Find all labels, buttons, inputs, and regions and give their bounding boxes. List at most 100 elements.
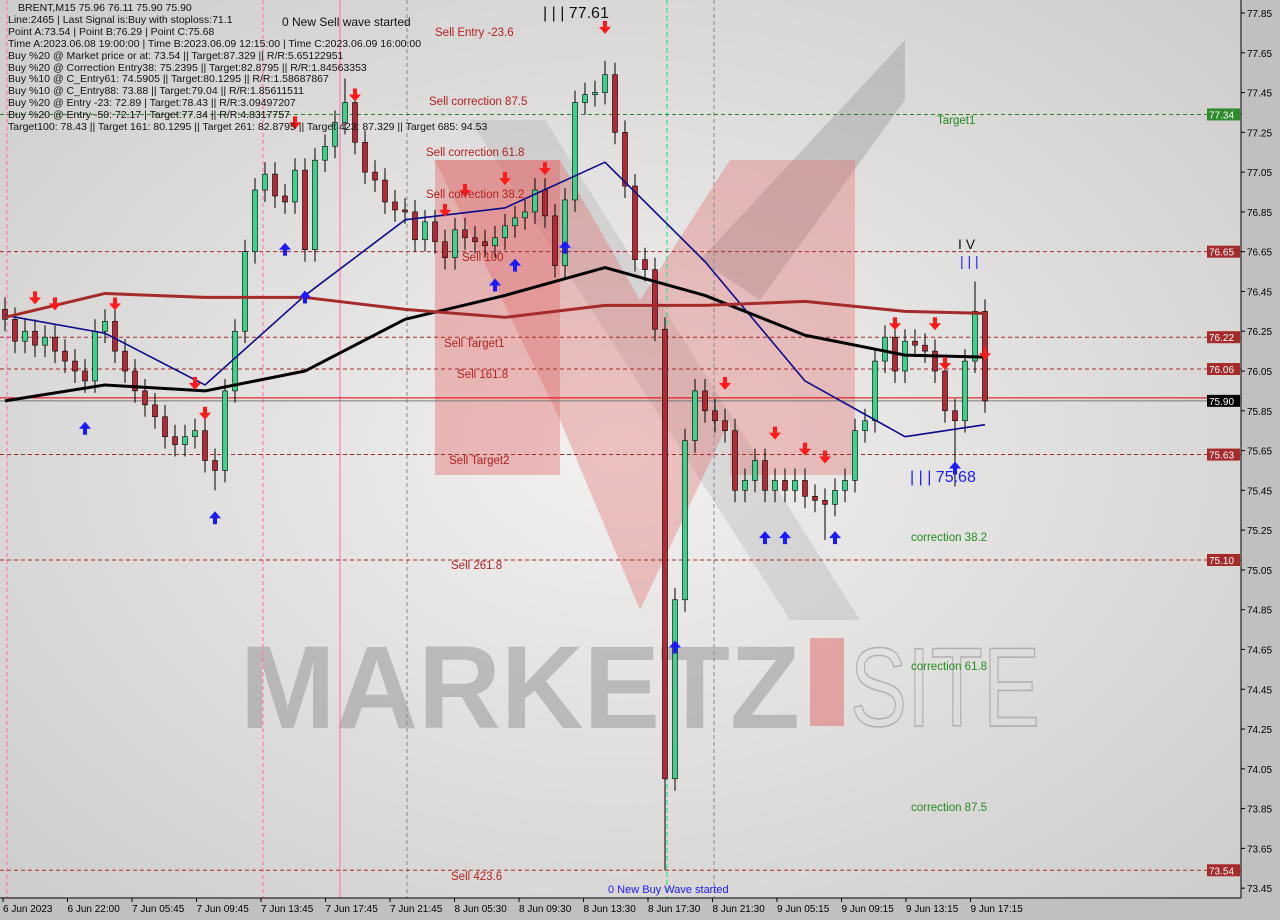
candle — [212, 448, 218, 491]
candle — [632, 174, 638, 272]
candle — [642, 247, 648, 282]
sell-arrow-icon — [459, 183, 471, 197]
candle-body — [452, 229, 458, 258]
sell-arrow-icon — [799, 442, 811, 456]
sell-4236-label: Sell 423.6 — [451, 871, 503, 883]
candle-body — [182, 436, 188, 445]
candle — [762, 448, 768, 503]
sell-correction-382-label: Sell correction 38.2 — [426, 189, 525, 201]
candle — [692, 378, 698, 453]
candle-body — [252, 189, 258, 252]
candle — [242, 239, 248, 344]
candle-body — [512, 217, 518, 227]
candle — [232, 319, 238, 403]
candle — [622, 120, 628, 198]
price-tick-label: 75.65 — [1247, 447, 1272, 458]
sell-100-label: Sell 100 — [462, 252, 504, 264]
price-tick-label: 73.45 — [1247, 884, 1272, 895]
info-line: Target100: 78.43 || Target 161: 80.1295 … — [8, 121, 488, 134]
candle-body — [292, 169, 298, 203]
candle — [682, 428, 688, 612]
buy-arrow-icon — [779, 531, 791, 545]
candle-body — [562, 199, 568, 266]
candle-body — [812, 496, 818, 501]
sell-arrow-icon — [349, 88, 361, 102]
time-tick-label: 7 Jun 21:45 — [390, 904, 443, 915]
current-price-tag — [1207, 394, 1240, 407]
level-price-tag-text: 76.06 — [1209, 365, 1234, 376]
candle-body — [242, 251, 248, 332]
info-line: Line:2465 | Last Signal is:Buy with stop… — [8, 13, 233, 26]
sell-arrow-icon — [49, 297, 61, 311]
candle — [792, 468, 798, 503]
sell-arrow-icon — [439, 203, 451, 217]
candle — [382, 168, 388, 214]
candle-body — [152, 404, 158, 418]
candle-body — [212, 460, 218, 471]
sell-arrow-icon — [29, 291, 41, 305]
candle — [712, 398, 718, 433]
candle-body — [432, 221, 438, 243]
candle-body — [442, 241, 448, 258]
candle-body — [472, 237, 478, 243]
candle — [772, 468, 778, 503]
price-tick-label: 76.25 — [1247, 327, 1272, 338]
candle-body — [502, 225, 508, 239]
candle-body — [392, 201, 398, 211]
candle — [192, 418, 198, 449]
candle — [522, 199, 528, 230]
candle-body — [852, 430, 858, 481]
sell-arrow-icon — [289, 116, 301, 130]
candle-body — [752, 460, 758, 481]
candle-body — [2, 309, 8, 320]
sell-wave-label: 0 New Sell wave started — [282, 15, 411, 29]
sell-target1-label: Sell Target1 — [444, 338, 505, 350]
price-tick-label: 77.05 — [1247, 168, 1272, 179]
wave-iii-label: | | | — [960, 253, 979, 269]
sell-arrow-icon — [539, 162, 551, 176]
candle — [722, 408, 728, 443]
watermark-red-bar — [810, 638, 844, 726]
candle-body — [582, 94, 588, 103]
price-tick-label: 74.25 — [1247, 725, 1272, 736]
candle-body — [122, 350, 128, 372]
level-price-tag — [1207, 245, 1240, 258]
sell-arrow-icon — [939, 357, 951, 371]
time-tick-label: 8 Jun 13:30 — [584, 904, 637, 915]
candle-body — [632, 185, 638, 260]
time-tick-label: 6 Jun 22:00 — [68, 904, 121, 915]
candle-body — [612, 74, 618, 133]
candle-body — [532, 189, 538, 213]
candle — [272, 162, 278, 208]
candle-body — [592, 92, 598, 95]
candle — [142, 378, 148, 417]
level-price-tag-text: 77.34 — [1209, 110, 1234, 121]
candle-body — [682, 440, 688, 601]
candle — [292, 158, 298, 214]
candle — [602, 60, 608, 105]
candle — [182, 424, 188, 457]
info-line: Point A:73.54 | Point B:76.29 | Point C:… — [8, 25, 215, 38]
candle-body — [702, 390, 708, 412]
price-tick-label: 75.85 — [1247, 407, 1272, 418]
wave-high-label: | | | 77.61 — [543, 5, 609, 22]
candle-body — [142, 390, 148, 406]
candle-body — [832, 490, 838, 505]
candle — [252, 178, 258, 264]
mid-moving-average-line — [4, 266, 986, 403]
candle — [102, 309, 108, 344]
candle-body — [112, 320, 118, 352]
price-tick-label: 74.85 — [1247, 606, 1272, 617]
candle-body — [572, 102, 578, 201]
candle — [332, 110, 338, 159]
candle-body — [762, 460, 768, 491]
candle-body — [522, 211, 528, 219]
candle-body — [232, 330, 238, 392]
candle — [612, 62, 618, 145]
sell-1618-label: Sell 161.8 — [457, 369, 509, 381]
sell-arrow-icon — [109, 297, 121, 311]
candle-body — [602, 74, 608, 93]
candle — [132, 359, 138, 403]
candle — [342, 78, 348, 135]
